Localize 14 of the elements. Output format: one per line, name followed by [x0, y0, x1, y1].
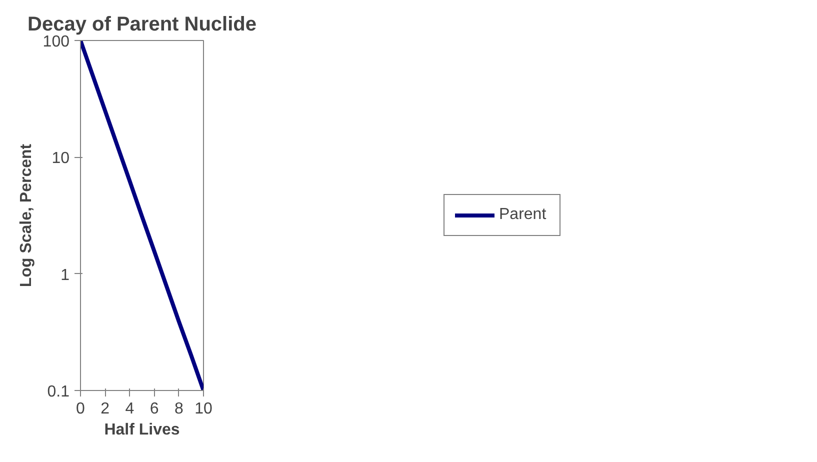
y-tick-label: 1 [60, 266, 70, 284]
x-tick-label: 6 [150, 400, 159, 418]
x-tick-label: 10 [194, 400, 212, 418]
y-tick-label: 10 [52, 150, 70, 168]
y-tick-label: 100 [42, 34, 70, 50]
y-tick-label: 0.1 [47, 384, 70, 400]
x-tick-label: 8 [174, 400, 184, 418]
y-axis-title: Log Scale, Percent [18, 143, 35, 288]
x-tick-label: 0 [76, 400, 86, 418]
x-tick-label: 4 [125, 400, 134, 418]
legend-label: Parent [499, 206, 548, 224]
chart-title: Decay of Parent Nuclide [28, 14, 256, 36]
x-axis-title: Half Lives [104, 422, 180, 438]
x-tick-label: 2 [100, 400, 110, 418]
